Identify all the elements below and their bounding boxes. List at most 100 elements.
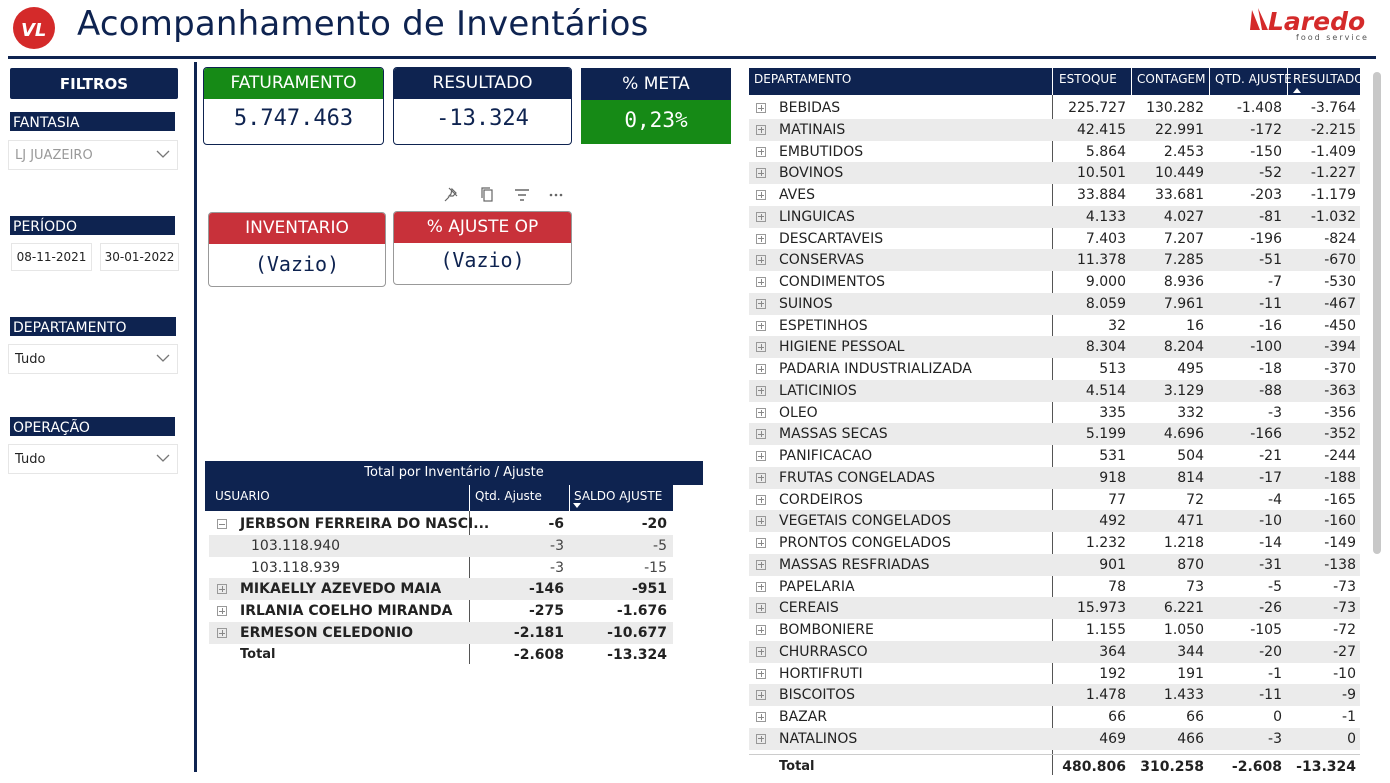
table-row[interactable]: BEBIDAS 225.727 130.282 -1.408 -3.764 (749, 97, 1360, 119)
expand-icon[interactable] (756, 146, 766, 157)
row-estoque: 8.304 (1085, 339, 1126, 356)
row-resultado: -9 (1342, 687, 1356, 704)
expand-icon[interactable] (217, 584, 227, 595)
expand-icon[interactable] (756, 211, 766, 222)
table-row[interactable]: BISCOITOS 1.478 1.433 -11 -9 (749, 684, 1360, 707)
expand-icon[interactable] (756, 342, 766, 353)
col-departamento[interactable]: DEPARTAMENTO (754, 72, 852, 86)
expand-icon[interactable] (756, 646, 766, 657)
col-contagem[interactable]: CONTAGEM (1137, 72, 1206, 86)
expand-icon[interactable] (756, 385, 766, 396)
expand-icon[interactable] (756, 277, 766, 287)
more-options-icon[interactable] (547, 186, 565, 204)
expand-icon[interactable] (756, 625, 766, 635)
table-row[interactable]: CONDIMENTOS 9.000 8.936 -7 -530 (749, 271, 1360, 293)
row-contagem: 73 (1186, 578, 1204, 595)
row-saldo: -5 (653, 537, 667, 554)
col-qtd-ajuste[interactable]: QTD. AJUSTE (1215, 72, 1292, 86)
pin-icon[interactable] (443, 186, 461, 204)
row-user-name: IRLANIA COELHO MIRANDA (240, 603, 453, 620)
panel-divider (194, 62, 197, 772)
table-row[interactable]: BOVINOS 10.501 10.449 -52 -1.227 (749, 162, 1360, 185)
expand-icon[interactable] (756, 538, 766, 548)
dept-table-scrollbar[interactable] (1373, 72, 1381, 554)
table-row[interactable]: MASSAS RESFRIADAS 901 870 -31 -138 (749, 553, 1360, 576)
expand-icon[interactable] (756, 364, 766, 374)
table-row[interactable]: PAPELARIA 78 73 -5 -73 (749, 576, 1360, 598)
table-row[interactable]: DESCARTAVEIS 7.403 7.207 -196 -824 (749, 228, 1360, 250)
fantasia-dropdown[interactable]: LJ JUAZEIRO (8, 140, 178, 170)
table-row[interactable]: LATICINIOS 4.514 3.129 -88 -363 (749, 379, 1360, 402)
table-row[interactable]: 103.118.939 -3 -15 (209, 557, 673, 579)
expand-icon[interactable] (756, 255, 766, 266)
table-row[interactable]: PRONTOS CONGELADOS 1.232 1.218 -14 -149 (749, 532, 1360, 554)
filter-icon[interactable] (513, 186, 531, 204)
expand-icon[interactable] (756, 124, 766, 135)
table-row[interactable]: PANIFICACAO 531 504 -21 -244 (749, 445, 1360, 467)
date-start-input[interactable]: 08-11-2021 (11, 243, 92, 271)
departamento-label: DEPARTAMENTO (10, 317, 176, 336)
expand-icon[interactable] (756, 451, 766, 461)
expand-icon[interactable] (756, 168, 766, 179)
row-resultado: -10 (1333, 665, 1356, 682)
collapse-icon[interactable] (217, 519, 227, 529)
table-row[interactable]: MIKAELLY AZEVEDO MAIA -146 -951 (209, 578, 673, 601)
table-row[interactable]: NATALINOS 469 466 -3 0 (749, 727, 1360, 750)
expand-icon[interactable] (756, 494, 766, 505)
col-qtd-ajuste[interactable]: Qtd. Ajuste (475, 489, 542, 503)
expand-icon[interactable] (756, 298, 766, 309)
table-row[interactable]: HIGIENE PESSOAL 8.304 8.204 -100 -394 (749, 336, 1360, 359)
table-row[interactable]: VEGETAIS CONGELADOS 492 471 -10 -160 (749, 510, 1360, 533)
col-usuario[interactable]: USUARIO (215, 489, 270, 503)
operacao-dropdown[interactable]: Tudo (8, 444, 178, 474)
expand-icon[interactable] (756, 233, 766, 244)
expand-icon[interactable] (217, 628, 227, 638)
expand-icon[interactable] (756, 559, 766, 570)
table-row[interactable]: PADARIA INDUSTRIALIZADA 513 495 -18 -370 (749, 358, 1360, 380)
expand-icon[interactable] (756, 733, 766, 744)
table-row[interactable]: EMBUTIDOS 5.864 2.453 -150 -1.409 (749, 141, 1360, 163)
expand-icon[interactable] (756, 668, 766, 679)
expand-icon[interactable] (756, 429, 766, 440)
expand-icon[interactable] (756, 581, 766, 592)
table-row[interactable]: 103.118.940 -3 -5 (209, 534, 673, 557)
table-row[interactable]: ESPETINHOS 32 16 -16 -450 (749, 315, 1360, 337)
expand-icon[interactable] (217, 606, 227, 617)
expand-icon[interactable] (756, 190, 766, 200)
row-contagem: 344 (1177, 643, 1204, 660)
expand-icon[interactable] (756, 472, 766, 483)
table-row[interactable]: CONSERVAS 11.378 7.285 -51 -670 (749, 249, 1360, 272)
expand-icon[interactable] (756, 712, 766, 722)
col-estoque[interactable]: ESTOQUE (1059, 72, 1117, 86)
expand-icon[interactable] (756, 320, 766, 331)
expand-icon[interactable] (756, 103, 766, 113)
table-row[interactable]: BOMBONIERE 1.155 1.050 -105 -72 (749, 619, 1360, 641)
col-resultado[interactable]: RESULTADO (1293, 72, 1364, 86)
expand-icon[interactable] (756, 603, 766, 614)
row-qtd-ajuste: -31 (1259, 556, 1282, 573)
table-row[interactable]: MATINAIS 42.415 22.991 -172 -2.215 (749, 118, 1360, 141)
table-row[interactable]: BAZAR 66 66 0 -1 (749, 706, 1360, 728)
date-end-input[interactable]: 30-01-2022 (100, 243, 179, 271)
expand-icon[interactable] (756, 407, 766, 418)
departamento-dropdown[interactable]: Tudo (8, 344, 178, 374)
copy-icon[interactable] (479, 186, 497, 204)
table-row[interactable]: CEREAIS 15.973 6.221 -26 -73 (749, 597, 1360, 620)
table-row[interactable]: MASSAS SECAS 5.199 4.696 -166 -352 (749, 423, 1360, 446)
table-row[interactable]: OLEO 335 332 -3 -356 (749, 402, 1360, 424)
table-row[interactable]: IRLANIA COELHO MIRANDA -275 -1.676 (209, 600, 673, 622)
col-saldo-ajuste[interactable]: SALDO AJUSTE (574, 489, 663, 503)
table-row[interactable]: CORDEIROS 77 72 -4 -165 (749, 489, 1360, 511)
table-row[interactable]: SUINOS 8.059 7.961 -11 -467 (749, 292, 1360, 315)
row-inventory-id: 103.118.939 (251, 559, 341, 576)
table-row[interactable]: JERBSON FERREIRA DO NASCI... -6 -20 (209, 513, 673, 535)
table-row[interactable]: ERMESON CELEDONIO -2.181 -10.677 (209, 622, 673, 644)
user-table-title: Total por Inventário / Ajuste (205, 461, 703, 485)
table-row[interactable]: LINGUICAS 4.133 4.027 -81 -1.032 (749, 205, 1360, 228)
table-row[interactable]: FRUTAS CONGELADAS 918 814 -17 -188 (749, 466, 1360, 489)
table-row[interactable]: HORTIFRUTI 192 191 -1 -10 (749, 663, 1360, 685)
table-row[interactable]: CHURRASCO 364 344 -20 -27 (749, 640, 1360, 663)
table-row[interactable]: AVES 33.884 33.681 -203 -1.179 (749, 184, 1360, 206)
expand-icon[interactable] (756, 690, 766, 701)
expand-icon[interactable] (756, 516, 766, 527)
